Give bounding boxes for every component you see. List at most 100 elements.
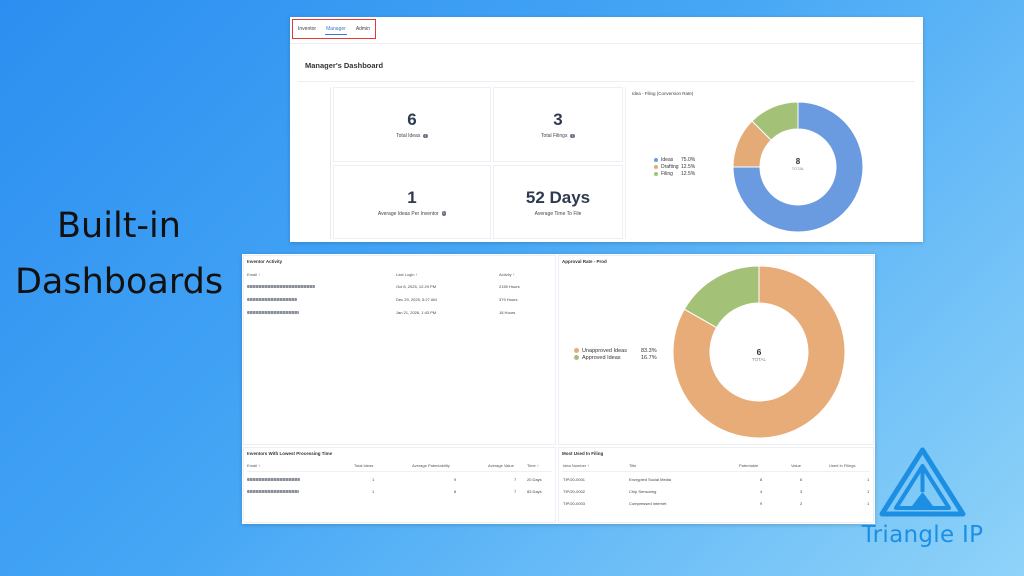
cell-used-in-filings: 1	[867, 477, 870, 482]
donut-total-label: TOTAL	[751, 357, 767, 362]
legend-item[interactable]: Ideas 75.0%	[654, 156, 695, 163]
page-title: Manager's Dashboard	[305, 61, 384, 70]
lowest-processing-section: Inventors With Lowest Processing Time Em…	[243, 447, 556, 523]
cell-used-in-filings: 1	[867, 489, 870, 494]
divider	[298, 81, 915, 82]
cell-title: Compressed Internet	[629, 501, 667, 506]
stat-total-ideas: 6 Total Ideas i	[333, 87, 491, 162]
cell-patentable: 8	[760, 477, 763, 482]
cell-value: 6	[800, 477, 803, 482]
legend-name: Drafting	[661, 163, 679, 170]
chart-title: Idea - Filing (Conversion Rate)	[632, 91, 694, 96]
cell-title: Chip Sensoring	[629, 489, 657, 494]
column-header-idea-number[interactable]: Idea Number ↑	[563, 463, 590, 468]
divider	[330, 87, 331, 239]
donut-total: 6	[756, 347, 762, 357]
legend-swatch	[654, 171, 658, 176]
analytics-panel: Inventor Activity Email ↑ Last Login ↑ A…	[242, 254, 875, 524]
cell-time: 20 Days	[527, 477, 542, 482]
cell-activity: 18 Hours	[499, 310, 516, 315]
stat-label: Average Time To File	[534, 210, 582, 217]
section-title: Approval Rate - Prod	[562, 259, 607, 264]
divider	[247, 471, 552, 472]
inventor-activity-section: Inventor Activity Email ↑ Last Login ↑ A…	[243, 255, 556, 445]
info-icon[interactable]: i	[441, 211, 447, 216]
stat-label: Total Ideas	[396, 133, 421, 139]
legend-item[interactable]: Approved Ideas 16.7%	[574, 354, 657, 361]
column-header-avg-patentability[interactable]: Average Patentability	[412, 463, 450, 468]
redacted-email	[247, 285, 315, 288]
cell-avg-value: 7	[514, 477, 517, 482]
idea-filing-donut	[732, 101, 864, 233]
column-header-total-ideas[interactable]: Total Ideas	[354, 463, 374, 468]
tab-manager[interactable]: Manager	[321, 20, 351, 38]
cell-activity: 379 Hours	[499, 297, 518, 302]
cell-avg-patentability: 9	[454, 477, 457, 482]
column-header-email[interactable]: Email ↑	[247, 463, 261, 468]
column-header-activity[interactable]: Activity ↑	[499, 272, 515, 277]
donut-slice-ideas[interactable]	[732, 101, 864, 233]
legend-item[interactable]: Filing 12.5%	[654, 170, 695, 177]
triangle-ip-logo: Triangle IP	[855, 446, 990, 561]
cell-patentable: 4	[760, 489, 763, 494]
approval-rate-section: Approval Rate - Prod Unapproved Ideas 83.…	[558, 255, 874, 445]
column-header-last-login[interactable]: Last Login ↑	[396, 272, 418, 277]
stat-label: Total Filings	[541, 133, 568, 139]
logo-text: Triangle IP	[861, 522, 984, 548]
cell-total-ideas: 1	[372, 489, 375, 494]
most-used-section: Most Used In Filing Idea Number ↑ Title …	[558, 447, 874, 523]
cell-value: 3	[800, 489, 803, 494]
legend-swatch	[574, 355, 579, 360]
column-header-used-in-filings[interactable]: Used In Filings	[829, 463, 856, 468]
column-header-avg-value[interactable]: Average Value	[488, 463, 514, 468]
tab-admin[interactable]: Admin	[355, 26, 370, 32]
legend-item[interactable]: Drafting 12.5%	[654, 163, 695, 170]
column-header-patentable[interactable]: Patentable	[739, 463, 759, 468]
legend-name: Approved Ideas	[582, 354, 621, 361]
chart-legend: Ideas 75.0% Drafting 12.5% Filing 12.5%	[654, 156, 695, 177]
cell-title: Encrypted Social Media	[629, 477, 672, 482]
legend-name: Filing	[661, 170, 673, 177]
cell-idea-number: TIP/20-0003	[563, 501, 586, 506]
donut-center: 6 TOTAL	[739, 347, 779, 362]
stat-avg-ideas: 1 Average Ideas Per Inventor i	[333, 165, 491, 239]
legend-swatch	[654, 157, 658, 162]
column-header-value[interactable]: Value	[791, 463, 801, 468]
legend-pct: 12.5%	[681, 170, 696, 177]
info-icon[interactable]: i	[570, 133, 575, 139]
redacted-email	[247, 311, 299, 314]
cell-value: 2	[800, 501, 803, 506]
legend-name: Ideas	[661, 156, 674, 163]
cell-used-in-filings: 1	[867, 501, 870, 506]
tab-inventor[interactable]: Inventor	[298, 26, 317, 32]
triangle-logo-icon	[879, 447, 966, 517]
cell-activity: 2159 Hours	[499, 284, 520, 289]
donut-slice-filing[interactable]	[751, 101, 799, 141]
cell-last-login: Dec 29, 2025, 5:27 AM	[396, 297, 437, 302]
stat-value: 6	[407, 110, 417, 129]
column-header-email[interactable]: Email ↑	[247, 272, 261, 277]
donut-slice-unapproved-ideas[interactable]	[672, 265, 846, 439]
legend-swatch	[574, 348, 579, 353]
column-header-time[interactable]: Time ↑	[527, 463, 539, 468]
donut-slice-approved-ideas[interactable]	[683, 265, 760, 329]
legend-pct: 75.0%	[681, 156, 696, 163]
cell-last-login: Jan 21, 2026, 1:43 PM	[396, 310, 437, 315]
cell-idea-number: TIP/20-0002	[563, 489, 586, 494]
stat-value: 52 Days	[525, 187, 591, 207]
section-title: Inventors With Lowest Processing Time	[247, 451, 333, 456]
idea-filing-chart: Idea - Filing (Conversion Rate) Ideas 75.…	[625, 87, 917, 239]
legend-pct: 12.5%	[681, 163, 696, 170]
cell-total-ideas: 1	[372, 477, 375, 482]
redacted-email	[247, 490, 299, 493]
donut-center: 8 TOTAL	[778, 157, 818, 171]
redacted-email	[247, 298, 297, 301]
cell-time: 83 Days	[527, 489, 542, 494]
cell-idea-number: TIP/20-0001	[563, 477, 586, 482]
legend-name: Unapproved Ideas	[582, 347, 627, 354]
column-header-title[interactable]: Title	[629, 463, 637, 468]
info-icon[interactable]: i	[423, 133, 428, 139]
stat-value: 1	[407, 187, 417, 207]
donut-total-label: TOTAL	[791, 166, 805, 171]
legend-item[interactable]: Unapproved Ideas 83.3%	[574, 347, 657, 354]
